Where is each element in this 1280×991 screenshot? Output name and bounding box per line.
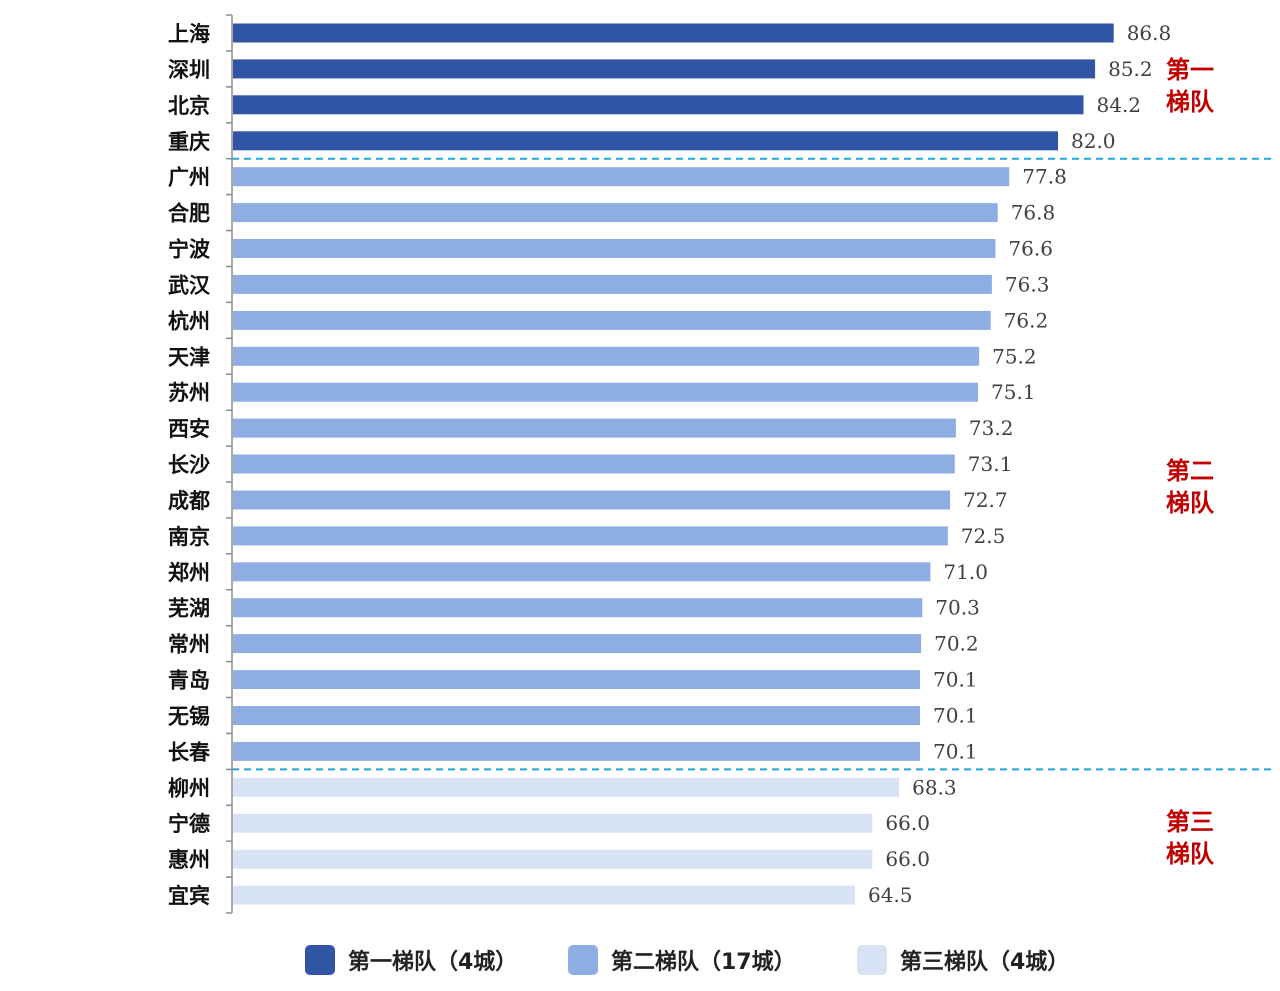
bar-长春 <box>233 741 920 761</box>
value-label: 84.2 <box>1097 93 1142 117</box>
value-label: 76.3 <box>1005 272 1050 296</box>
bar-杭州 <box>233 310 991 330</box>
tier-side-label: 梯队 <box>1166 88 1215 116</box>
tier-side-label: 梯队 <box>1166 489 1215 517</box>
bar-常州 <box>233 634 922 654</box>
bar-西安 <box>233 418 956 438</box>
value-label: 68.3 <box>912 775 957 799</box>
category-label: 西安 <box>168 417 210 441</box>
category-label: 深圳 <box>168 58 210 82</box>
bar-柳州 <box>233 777 900 797</box>
tier-side-label: 第二 <box>1166 457 1214 485</box>
value-label: 66.0 <box>885 847 930 871</box>
value-label: 70.2 <box>934 632 979 656</box>
category-label: 南京 <box>168 525 210 549</box>
category-label: 宁德 <box>168 812 210 836</box>
bars-group <box>233 23 1114 905</box>
bar-芜湖 <box>233 598 923 618</box>
bar-无锡 <box>233 706 920 725</box>
bar-天津 <box>233 346 980 366</box>
category-label: 天津 <box>168 345 210 369</box>
category-label: 宜宾 <box>168 884 210 908</box>
value-label: 71.0 <box>943 560 988 584</box>
bar-青岛 <box>233 670 920 690</box>
y-axis <box>226 14 233 914</box>
category-label: 杭州 <box>168 309 210 333</box>
category-label: 芜湖 <box>168 597 210 621</box>
category-label: 郑州 <box>168 561 210 585</box>
value-label: 70.3 <box>935 596 980 620</box>
value-label: 77.8 <box>1022 165 1067 189</box>
bar-重庆 <box>233 131 1058 151</box>
tier-side-label: 第三 <box>1166 808 1214 836</box>
category-label: 合肥 <box>168 202 210 226</box>
category-labels-group: 上海深圳北京重庆广州合肥宁波武汉杭州天津苏州西安长沙成都南京郑州芜湖常州青岛无锡… <box>168 22 211 908</box>
value-label: 76.2 <box>1004 308 1049 332</box>
value-label: 82.0 <box>1071 129 1116 153</box>
category-label: 青岛 <box>168 669 210 693</box>
bar-惠州 <box>233 849 873 869</box>
category-label: 常州 <box>168 633 210 657</box>
value-label: 70.1 <box>933 739 978 763</box>
value-label: 72.7 <box>963 488 1008 512</box>
legend-swatch <box>305 945 335 975</box>
value-label: 75.2 <box>992 344 1037 368</box>
value-label: 86.8 <box>1127 21 1172 45</box>
legend-swatch <box>568 945 598 975</box>
category-label: 柳州 <box>168 776 210 800</box>
bar-成都 <box>233 490 951 510</box>
value-label: 66.0 <box>885 811 930 835</box>
tier-side-label: 梯队 <box>1166 840 1215 868</box>
legend-label: 第一梯队（4城） <box>348 949 517 975</box>
bar-长沙 <box>233 454 955 474</box>
legend: 第一梯队（4城） 第二梯队（17城） 第三梯队（4城） <box>305 945 1069 975</box>
value-label: 73.2 <box>969 416 1014 440</box>
category-label: 成都 <box>168 489 210 513</box>
value-label: 70.1 <box>933 668 978 692</box>
bar-北京 <box>233 95 1084 115</box>
bar-深圳 <box>233 59 1096 79</box>
tier-side-label: 第一 <box>1166 56 1214 84</box>
value-label: 85.2 <box>1108 57 1153 81</box>
bar-合肥 <box>233 203 998 223</box>
tier-separators-group <box>232 157 1272 771</box>
bar-上海 <box>233 23 1114 43</box>
bar-宁波 <box>233 239 996 258</box>
category-label: 广州 <box>168 166 210 190</box>
legend-label: 第三梯队（4城） <box>900 949 1069 975</box>
legend-swatch <box>857 945 887 975</box>
bar-南京 <box>233 526 948 546</box>
bar-苏州 <box>233 382 978 402</box>
value-label: 75.1 <box>991 380 1036 404</box>
value-label: 76.6 <box>1008 237 1053 261</box>
value-label: 73.1 <box>968 452 1013 476</box>
value-label: 70.1 <box>933 704 978 728</box>
category-label: 长春 <box>168 740 211 764</box>
bar-宜宾 <box>233 885 855 905</box>
value-label: 76.8 <box>1011 201 1056 225</box>
category-label: 宁波 <box>168 238 211 262</box>
category-label: 北京 <box>168 94 210 118</box>
bar-宁德 <box>233 813 873 833</box>
value-label: 72.5 <box>961 524 1006 548</box>
category-label: 上海 <box>168 22 210 46</box>
value-labels-group: 86.8 85.2 84.2 82.077.8 76.8 76.6 76.3 76.2 75.2… <box>868 21 1171 907</box>
bar-广州 <box>233 167 1010 187</box>
category-label: 无锡 <box>168 705 210 729</box>
bar-郑州 <box>233 562 931 582</box>
category-label: 重庆 <box>168 130 210 154</box>
value-label: 64.5 <box>868 883 913 907</box>
legend-label: 第二梯队（17城） <box>611 949 796 975</box>
bar-武汉 <box>233 274 992 294</box>
category-label: 长沙 <box>168 453 210 477</box>
category-label: 惠州 <box>168 848 210 872</box>
category-label: 苏州 <box>168 381 210 405</box>
category-label: 武汉 <box>168 273 211 297</box>
